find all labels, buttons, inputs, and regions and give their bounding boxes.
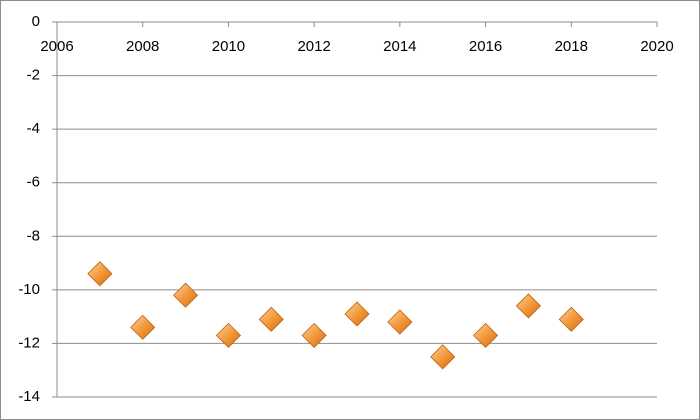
y-tick-label: -12 [18, 334, 40, 351]
x-tick-label: 2008 [126, 38, 159, 55]
x-tick-label: 2020 [640, 38, 673, 55]
y-tick-label: -8 [27, 227, 40, 244]
marker [258, 306, 284, 332]
y-tick-label: 0 [32, 13, 40, 30]
y-tick-label: -2 [27, 67, 40, 84]
marker [558, 306, 584, 332]
y-tick-label: -14 [18, 388, 40, 405]
marker [301, 322, 327, 348]
marker [173, 282, 199, 308]
marker [387, 309, 413, 335]
x-tick-label: 2006 [40, 38, 73, 55]
x-tick-label: 2010 [212, 38, 245, 55]
y-tick-label: -10 [18, 281, 40, 298]
y-tick-label: -4 [27, 120, 40, 137]
y-tick-label: -6 [27, 174, 40, 191]
marker [473, 322, 499, 348]
marker [215, 322, 241, 348]
x-tick-label: 2014 [383, 38, 416, 55]
marker [130, 314, 156, 340]
marker [87, 261, 113, 287]
marker [344, 301, 370, 327]
x-tick-label: 2012 [297, 38, 330, 55]
marker [430, 344, 456, 370]
marker [515, 293, 541, 319]
x-tick-label: 2018 [555, 38, 588, 55]
x-tick-label: 2016 [469, 38, 502, 55]
